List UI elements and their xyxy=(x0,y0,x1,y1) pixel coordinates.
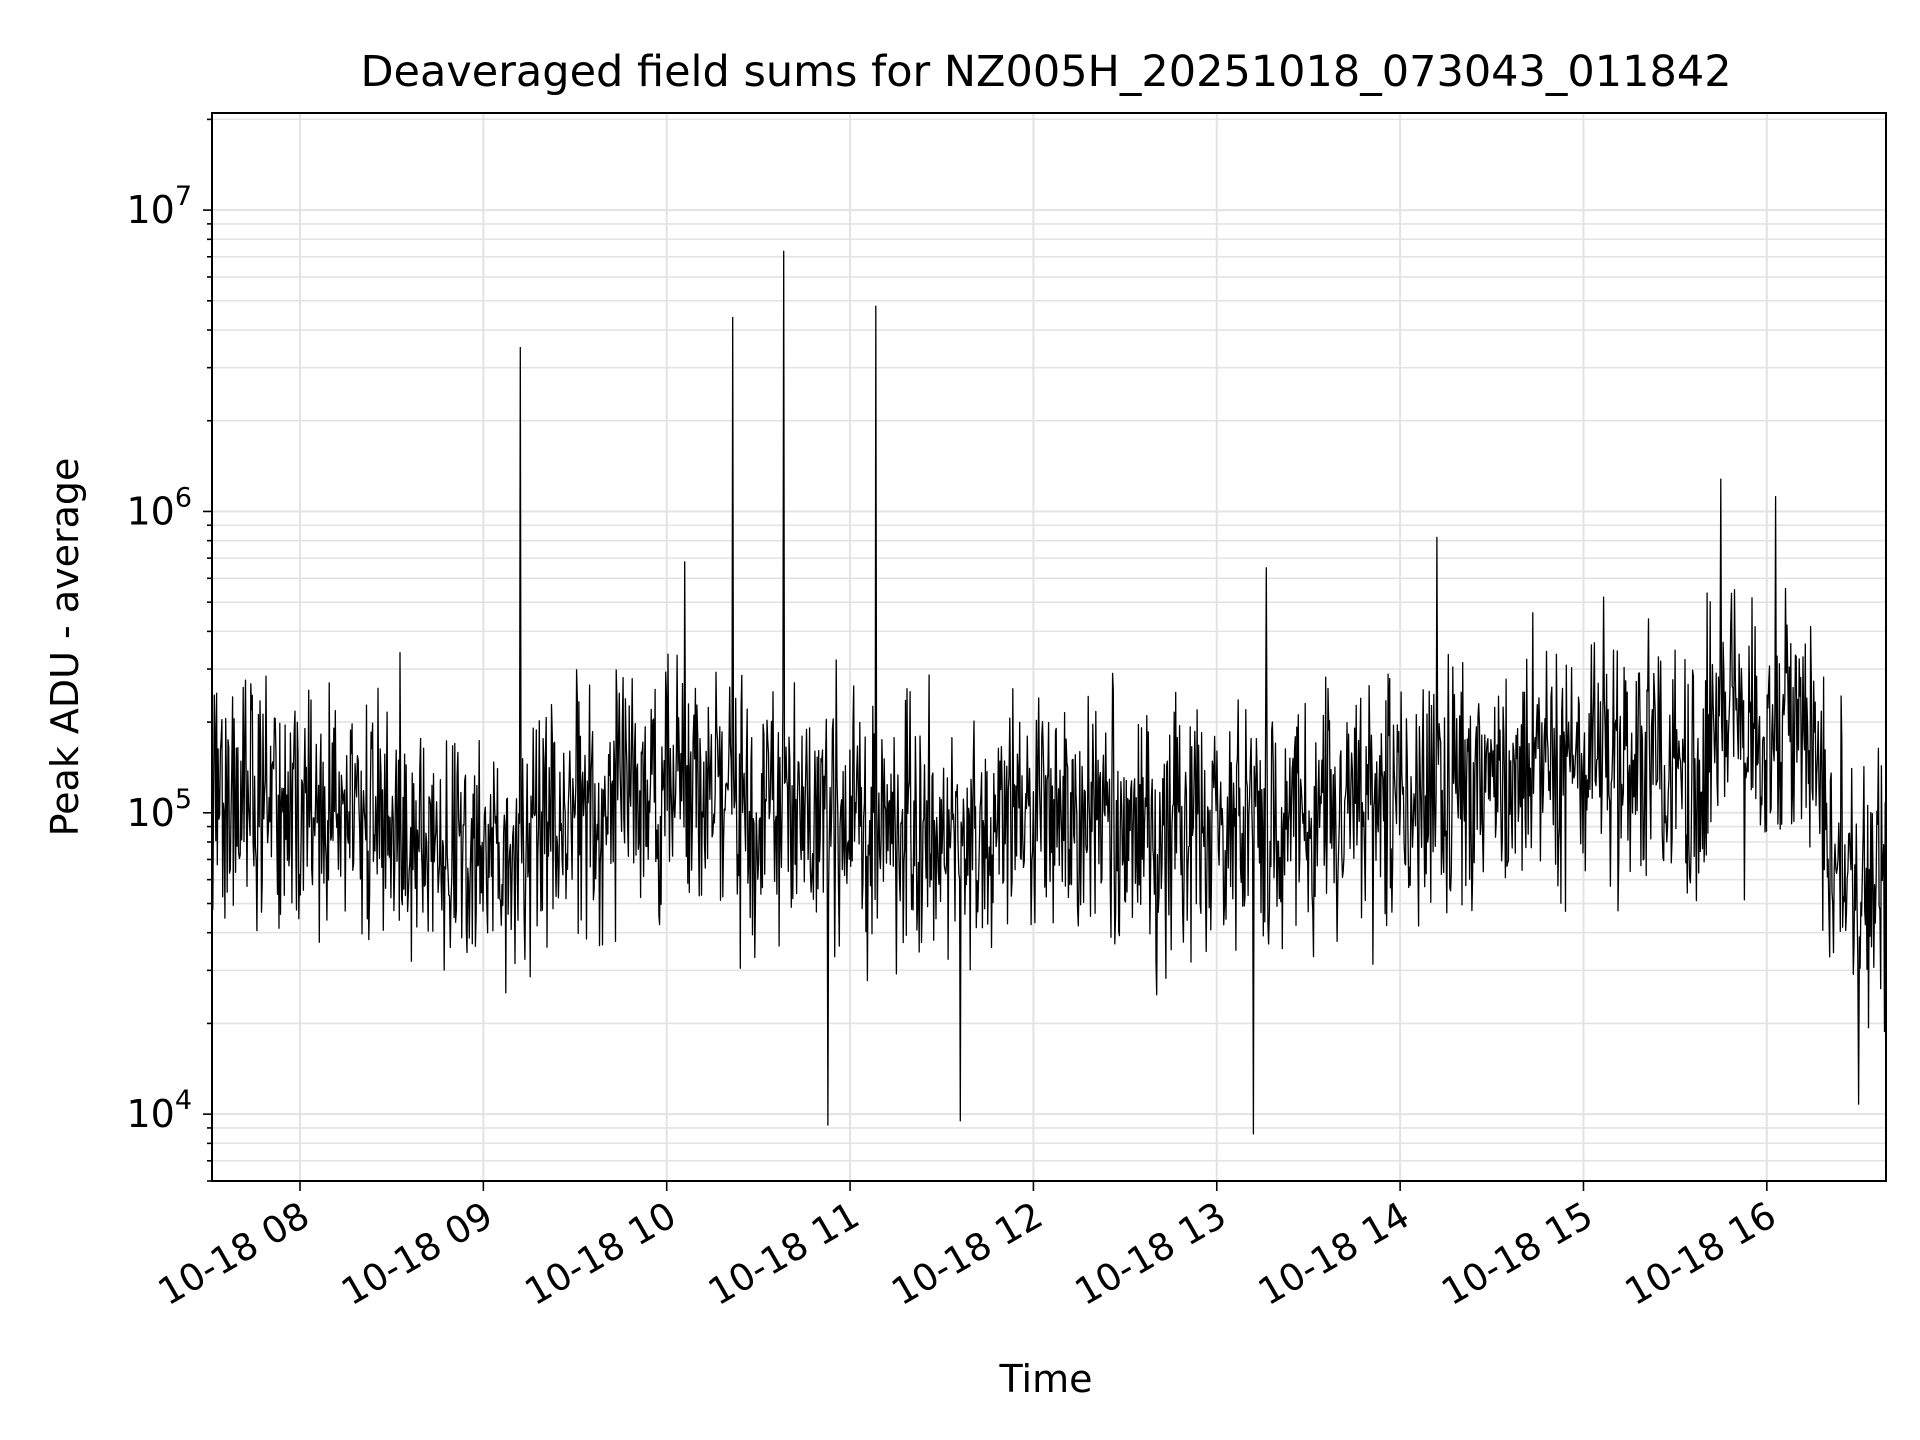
data-series xyxy=(211,250,1887,1135)
series-line xyxy=(211,250,1887,1135)
x-tick-label: 10-18 16 xyxy=(1618,1194,1784,1314)
y-axis: 104 105 106 107 xyxy=(126,118,212,1182)
grid xyxy=(212,113,1886,1182)
chart-title: Deaveraged field sums for NZ005H_2025101… xyxy=(360,47,1731,97)
y-tick-label: 107 xyxy=(126,181,192,232)
x-tick-label: 10-18 08 xyxy=(151,1194,317,1314)
x-tick-label: 10-18 11 xyxy=(701,1194,867,1314)
y-tick-label: 105 xyxy=(126,784,192,835)
x-tick-label: 10-18 13 xyxy=(1068,1194,1234,1314)
x-tick-label: 10-18 09 xyxy=(334,1194,500,1314)
x-tick-label: 10-18 10 xyxy=(518,1194,684,1314)
x-axis: 10-18 08 10-18 09 10-18 10 10-18 11 10-18 12… xyxy=(151,1181,1783,1314)
x-tick-label: 10-18 15 xyxy=(1434,1194,1600,1314)
plot-frame xyxy=(211,112,1887,1182)
x-tick-label: 10-18 12 xyxy=(884,1194,1050,1314)
y-tick-label: 106 xyxy=(126,482,192,533)
x-tick-label: 10-18 14 xyxy=(1251,1194,1417,1314)
y-axis-label: Peak ADU - average xyxy=(43,458,87,837)
x-axis-label: Time xyxy=(999,1357,1093,1401)
y-tick-label: 104 xyxy=(126,1085,192,1136)
